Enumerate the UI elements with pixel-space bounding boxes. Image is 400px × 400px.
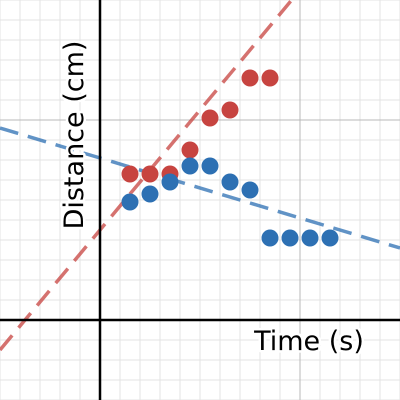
data-point-series-2	[161, 173, 179, 191]
data-point-series-1	[121, 165, 139, 183]
data-point-series-2	[321, 229, 339, 247]
data-point-series-2	[141, 185, 159, 203]
data-point-series-2	[181, 157, 199, 175]
trendline-series-2	[0, 126, 400, 250]
data-point-series-1	[221, 101, 239, 119]
data-point-series-2	[301, 229, 319, 247]
data-point-series-2	[261, 229, 279, 247]
data-points	[121, 69, 339, 247]
trendline-series-1	[0, 0, 294, 352]
data-point-series-1	[141, 165, 159, 183]
data-point-series-1	[241, 69, 259, 87]
data-point-series-1	[201, 109, 219, 127]
data-point-series-2	[201, 157, 219, 175]
data-point-series-2	[221, 173, 239, 191]
data-point-series-1	[181, 141, 199, 159]
data-point-series-2	[241, 181, 259, 199]
data-point-series-2	[281, 229, 299, 247]
data-point-series-1	[261, 69, 279, 87]
y-axis-label: Distance (cm)	[59, 41, 90, 230]
x-axis-label: Time (s)	[253, 326, 364, 357]
data-point-series-2	[121, 193, 139, 211]
trendlines	[0, 0, 400, 352]
